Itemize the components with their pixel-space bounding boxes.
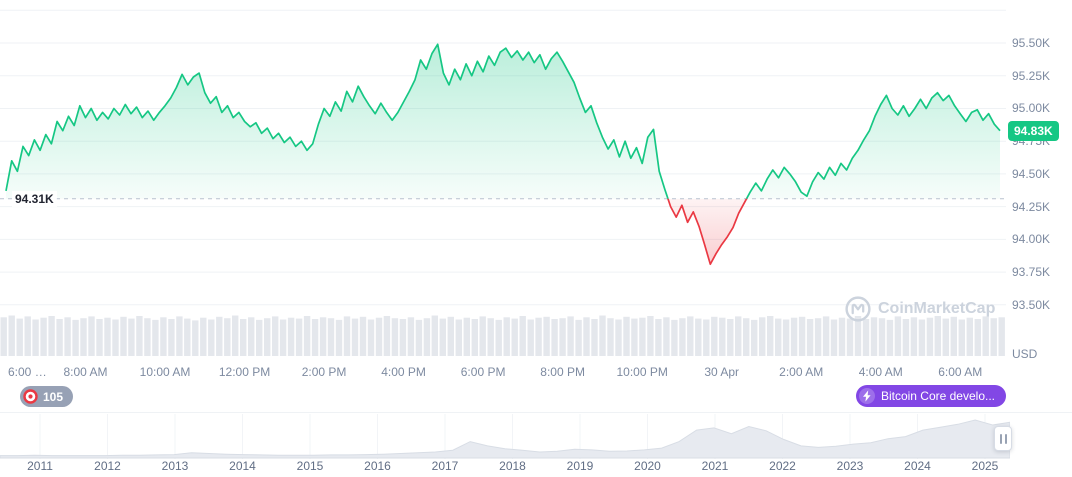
event-annotation-badge[interactable]: Bitcoin Core develo... (855, 385, 1006, 407)
y-axis-label: 95.50K (1012, 36, 1051, 50)
year-label: 2015 (296, 459, 324, 473)
timeline-years: 2011 2012 2013 2014 2015 2016 2017 2018 2019 2020… (0, 459, 1072, 475)
year-label: 2017 (431, 459, 459, 473)
bolt-icon (858, 388, 875, 404)
x-axis-label: 12:00 PM (218, 365, 271, 379)
y-axis-label: 94.50K (1012, 166, 1051, 181)
y-axis-label: 95.25K (1012, 68, 1051, 83)
x-axis-label: 30 Apr (704, 365, 740, 379)
x-axis-label: 6:00 AM (938, 365, 983, 379)
x-axis-label: 6:00 … (8, 365, 47, 379)
x-axis-label: 8:00 PM (540, 365, 585, 379)
currency-label: USD (1012, 347, 1038, 361)
y-axis-label: 94.00K (1012, 232, 1051, 247)
year-label: 2025 (971, 459, 999, 473)
x-axis-label: 10:00 AM (139, 365, 191, 379)
y-axis-label: 93.50K (1012, 297, 1051, 312)
year-label: 2023 (836, 459, 864, 473)
events-count: 105 (43, 389, 64, 404)
x-axis-label: 6:00 PM (460, 365, 506, 379)
y-axis-label: 94.25K (1012, 199, 1051, 214)
x-axis-label: 2:00 PM (301, 365, 347, 379)
year-label: 2014 (229, 459, 256, 473)
divider (0, 412, 1072, 413)
year-label: 2019 (566, 459, 594, 473)
x-axis: 6:00 … 8:00 AM 10:00 AM 12:00 PM 2:00 PM 4:00… (0, 365, 1006, 381)
year-label: 2013 (161, 459, 189, 473)
baseline-price-label: 94.31K (12, 190, 57, 207)
y-axis-label: 93.75K (1012, 265, 1051, 280)
year-label: 2021 (701, 459, 729, 473)
year-label: 2022 (769, 459, 796, 473)
price-chart[interactable] (0, 0, 1006, 358)
current-price-badge: 94.83K (1008, 120, 1059, 141)
alert-icon (23, 389, 38, 404)
x-axis-label: 4:00 AM (858, 365, 903, 379)
x-axis-label: 10:00 PM (616, 365, 668, 379)
x-axis-label: 2:00 AM (779, 365, 824, 379)
year-label: 2024 (904, 459, 931, 473)
event-annotation-label: Bitcoin Core develo... (880, 389, 995, 403)
events-count-badge[interactable]: 105 (20, 386, 74, 407)
y-axis-label: 95.00K (1012, 101, 1051, 116)
watermark: CoinMarketCap (845, 296, 995, 322)
year-label: 2016 (364, 459, 391, 473)
watermark-text: CoinMarketCap (878, 300, 996, 317)
timeline-minimap[interactable] (0, 414, 1010, 459)
x-axis-label: 8:00 AM (63, 365, 108, 379)
minimap-drag-handle[interactable] (994, 426, 1012, 451)
coinmarketcap-logo-icon (845, 296, 871, 322)
year-label: 2011 (27, 459, 53, 473)
year-label: 2018 (499, 459, 526, 473)
year-label: 2012 (94, 459, 121, 473)
x-axis-label: 4:00 PM (381, 365, 426, 379)
year-label: 2020 (634, 459, 661, 473)
